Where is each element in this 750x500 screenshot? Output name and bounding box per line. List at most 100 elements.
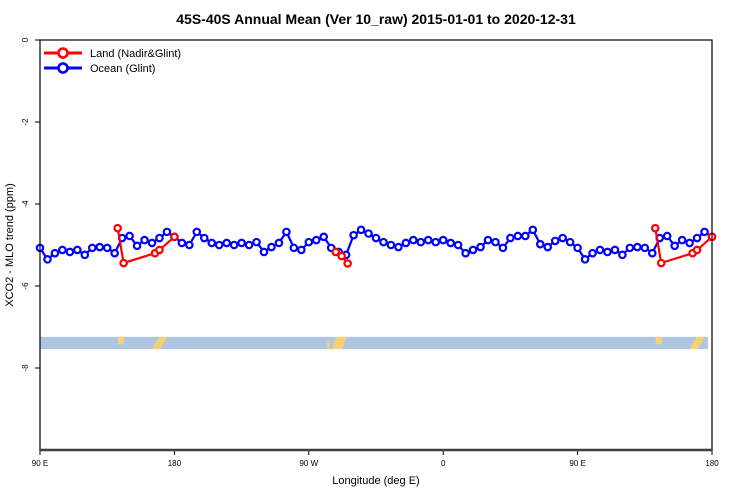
ocean-series-point: [431, 237, 441, 247]
ocean-series-point: [80, 250, 90, 260]
ocean-series-point: [237, 238, 246, 248]
ocean-series-point: [603, 247, 612, 257]
ocean-series-point: [199, 233, 209, 243]
ocean-series-point: [423, 235, 433, 245]
ocean-series-point: [43, 255, 52, 264]
legend: Land (Nadir&Glint) Ocean (Glint): [44, 47, 181, 75]
ocean-series-point: [371, 233, 381, 243]
ocean-series-point: [647, 248, 657, 258]
y-tick-label: -6: [21, 282, 30, 290]
ocean-series-point: [625, 243, 635, 253]
ocean-series-point: [356, 225, 366, 235]
ocean-series-point: [588, 248, 597, 258]
ocean-series-point: [65, 247, 75, 257]
ocean-series-point: [319, 232, 329, 242]
ocean-series-point: [513, 231, 523, 241]
ocean-series-point: [595, 245, 605, 255]
ocean-series-point: [498, 243, 508, 253]
y-tick-label: 0: [21, 37, 30, 42]
ocean-series-point: [125, 231, 134, 241]
land-series-point: [170, 232, 179, 242]
legend-key-marker: [57, 47, 69, 59]
ocean-series-point: [259, 247, 269, 257]
ocean-series-point: [692, 233, 702, 243]
ocean-series-point: [229, 240, 239, 250]
ocean-series-point: [274, 238, 284, 248]
ocean-series-point: [580, 255, 590, 264]
ocean-series-point: [491, 237, 500, 247]
ocean-series-point: [573, 243, 582, 253]
ocean-series-point: [132, 241, 142, 251]
legend-item-label: Land (Nadir&Glint): [90, 48, 181, 60]
map-strip-ocean: [40, 336, 708, 350]
ocean-series-point: [543, 242, 553, 252]
x-tick-label: 90 E: [569, 459, 585, 468]
x-tick-label: 90 W: [299, 459, 318, 468]
ocean-series-point: [311, 235, 321, 245]
ocean-series-point: [438, 235, 448, 245]
ocean-series-point: [297, 245, 306, 255]
y-axis-title: XCO2 - MLO trend (ppm): [4, 183, 16, 306]
ocean-series-point: [677, 235, 687, 245]
map-strip-land-patch: [655, 336, 662, 345]
land-series-point: [692, 245, 702, 255]
ocean-series-point: [162, 227, 172, 237]
y-tick-label: -2: [21, 118, 30, 126]
land-series-point: [155, 245, 164, 255]
ocean-series-point: [401, 238, 411, 248]
ocean-series-point: [282, 227, 291, 237]
ocean-series-point: [453, 240, 463, 250]
land-series-point: [119, 258, 128, 268]
ocean-series-point: [461, 248, 470, 258]
ocean-series-point: [640, 243, 650, 253]
y-tick-label: -4: [21, 200, 30, 208]
ocean-series-point: [633, 242, 642, 252]
map-strip: [40, 336, 708, 350]
land-series-point: [656, 258, 666, 268]
land-series-point: [650, 223, 660, 233]
ocean-series-point: [468, 245, 478, 255]
ocean-series-point: [565, 237, 575, 247]
x-axis-title: Longitude (deg E): [332, 475, 419, 487]
ocean-series-point: [386, 240, 396, 250]
ocean-series-point: [521, 231, 530, 241]
ocean-series-point: [394, 242, 403, 252]
ocean-series-point: [685, 238, 694, 248]
land-series-point: [113, 223, 122, 233]
ocean-series-point: [110, 248, 119, 258]
ocean-series-point: [58, 245, 67, 255]
ocean-series-point: [102, 243, 112, 253]
ocean-series-point: [528, 225, 538, 235]
ocean-series-point: [155, 233, 164, 243]
ocean-series-point: [222, 238, 231, 248]
y-tick-label: -8: [21, 364, 30, 372]
ocean-series-point: [185, 240, 194, 250]
map-strip-land-patch: [152, 336, 168, 350]
ocean-series-point: [95, 242, 105, 252]
ocean-series-point: [207, 238, 217, 248]
ocean-series-point: [535, 239, 545, 249]
ocean-series-point: [558, 233, 567, 243]
ocean-series-point: [618, 250, 627, 260]
ocean-series-point: [214, 240, 224, 250]
ocean-series-point: [416, 237, 426, 247]
ocean-series-point: [610, 245, 620, 255]
x-tick-label: 90 E: [32, 459, 48, 468]
map-strip-land-patch: [118, 336, 125, 345]
axis-ticks: 90 E 180 90 W 0 90 E 180 0 -2 -4 -6 -8: [21, 37, 719, 468]
ocean-series-point: [73, 245, 82, 255]
ocean-series-point: [446, 238, 455, 248]
ocean-series-point: [140, 235, 149, 245]
ocean-series-point: [550, 236, 560, 246]
land-series-point: [343, 259, 352, 268]
ocean-series-point: [476, 242, 485, 252]
land-series-point: [337, 251, 346, 261]
ocean-series-point: [289, 243, 299, 253]
ocean-series-point: [87, 243, 97, 253]
legend-item-label: Ocean (Glint): [90, 63, 155, 75]
ocean-series-point: [483, 235, 493, 245]
page-title: 45S-40S Annual Mean (Ver 10_raw) 2015-01…: [176, 11, 576, 27]
ocean-series-point: [267, 242, 276, 252]
ocean-series-point: [252, 237, 261, 247]
